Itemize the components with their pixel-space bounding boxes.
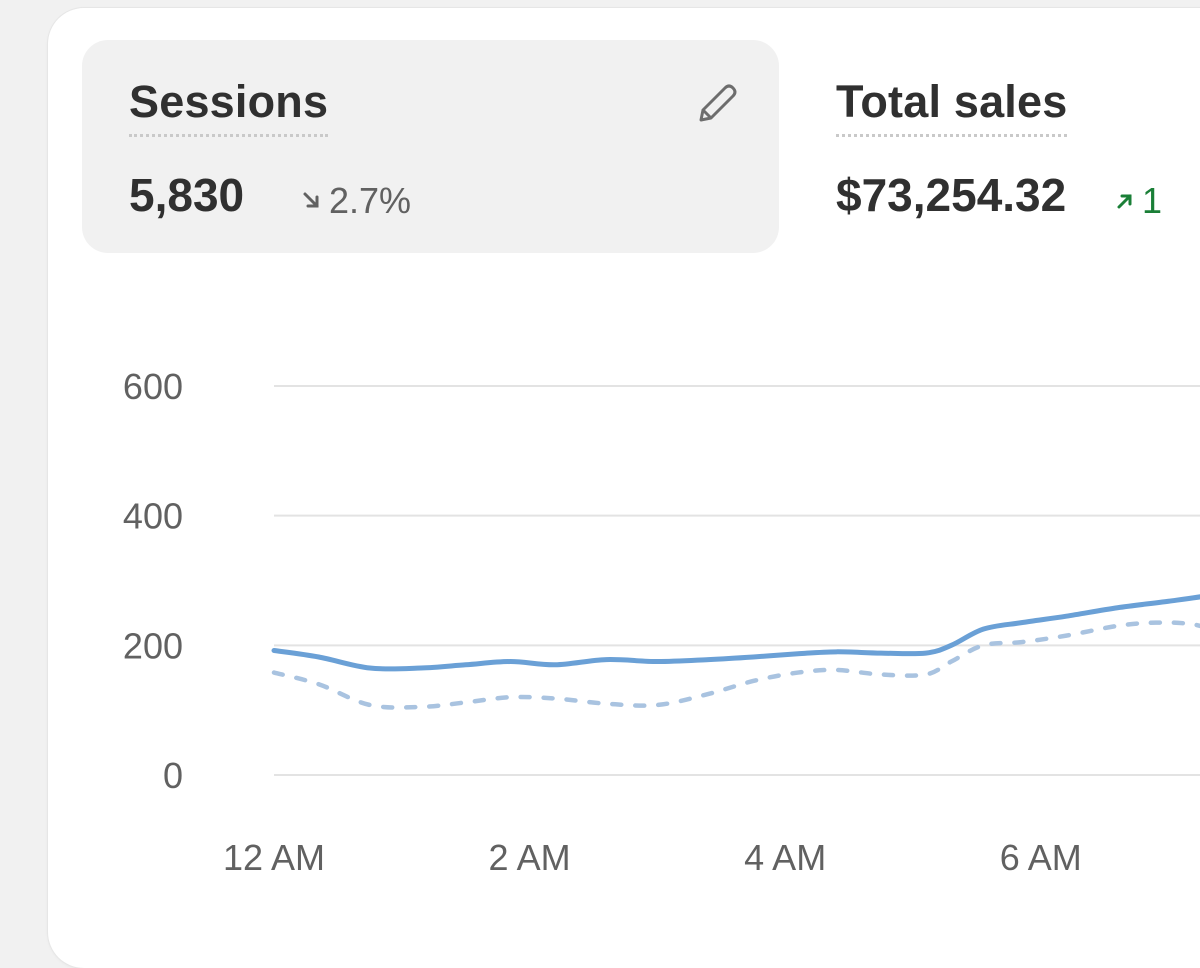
arrow-down-right-icon — [303, 192, 319, 208]
arrow-up-right-icon — [1117, 194, 1132, 209]
pencil-icon — [699, 84, 737, 122]
y-tick-label: 200 — [123, 625, 183, 666]
metric-delta-value: 2.7% — [329, 180, 412, 221]
x-tick-label: 6 AM — [1000, 837, 1082, 878]
y-tick-label: 400 — [123, 496, 183, 537]
metric-value: $73,254.32 — [836, 169, 1067, 221]
metric-title[interactable]: Sessions — [129, 76, 329, 137]
metric-value: 5,830 — [129, 169, 245, 221]
x-axis: 12 AM2 AM4 AM6 AM8 — [223, 837, 1082, 878]
x-tick-label: 12 AM — [223, 837, 325, 878]
chart-grid — [274, 385, 1200, 776]
metric-tile-total-sales[interactable]: Total sales $73,254.32 1 — [789, 40, 1200, 253]
metric-delta: 1 — [1114, 180, 1162, 222]
metric-delta-value: 1 — [1142, 180, 1163, 221]
series-line-previous — [271, 620, 1200, 710]
x-tick-label: 4 AM — [744, 837, 826, 878]
edit-metric-button[interactable] — [689, 76, 745, 132]
chart-series — [271, 594, 1200, 710]
series-line-current — [271, 594, 1200, 672]
metric-tile-sessions[interactable]: Sessions 5,830 2.7% — [82, 40, 779, 253]
y-tick-label: 600 — [123, 366, 183, 407]
metric-title[interactable]: Total sales — [836, 76, 1068, 137]
y-tick-label: 0 — [163, 755, 183, 796]
y-axis: 0 200 400 600 — [123, 366, 183, 796]
metric-delta: 2.7% — [301, 180, 411, 222]
analytics-card: Sessions 5,830 2.7% Total sales $73,254.… — [48, 8, 1200, 968]
x-tick-label: 2 AM — [489, 837, 571, 878]
